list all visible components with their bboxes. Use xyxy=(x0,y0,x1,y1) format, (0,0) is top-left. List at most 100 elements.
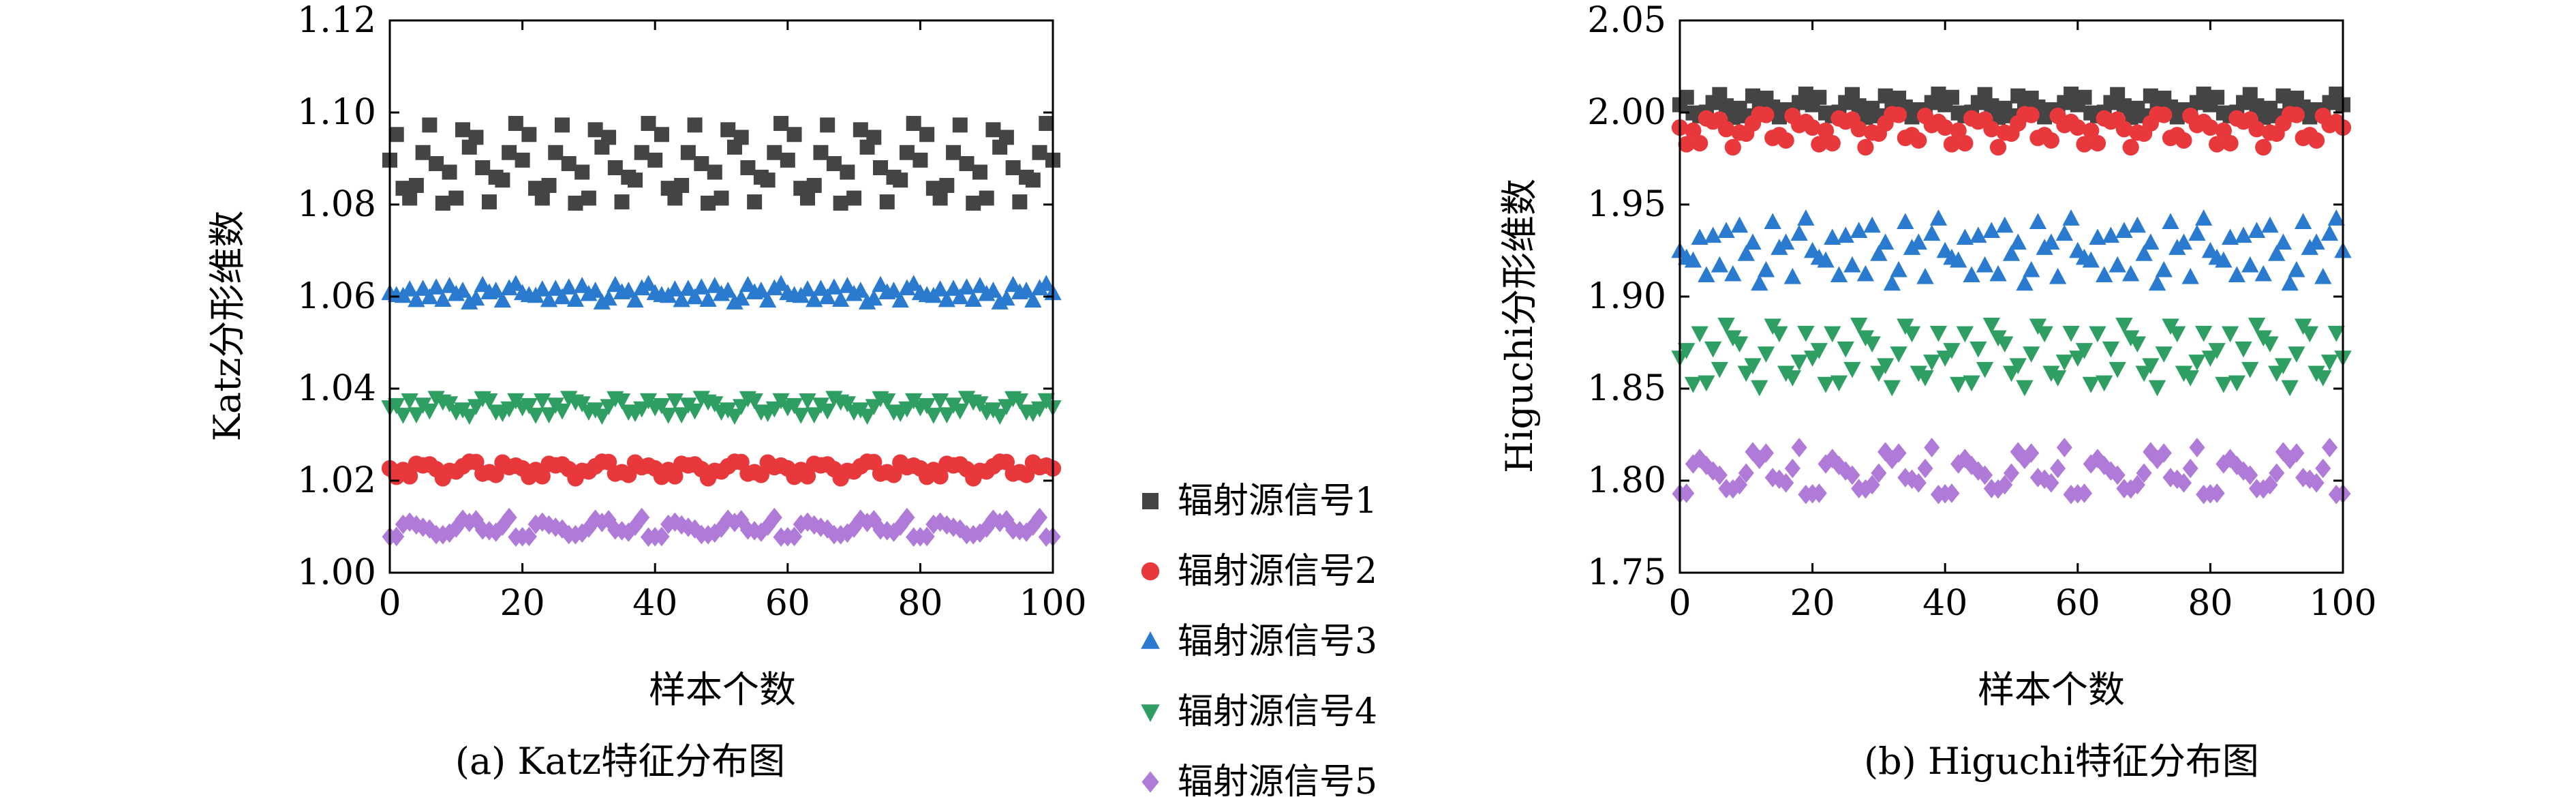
chart-a-point xyxy=(628,172,643,188)
chart-b-point xyxy=(2023,106,2040,123)
chart-a-point xyxy=(1039,116,1054,132)
chart-b-point xyxy=(2069,119,2086,136)
chart-a-point xyxy=(507,275,525,291)
legend-marker-1 xyxy=(1142,493,1159,509)
chart-a-point xyxy=(765,401,783,418)
chart-a-point xyxy=(680,145,696,160)
chart-a-point xyxy=(826,155,842,171)
chart-b-x-tick-label: 60 xyxy=(2055,583,2100,624)
chart-b-point xyxy=(1691,134,1708,152)
chart-b-point xyxy=(2288,346,2305,363)
chart-a-point xyxy=(614,194,630,210)
chart-a-point xyxy=(1030,401,1049,418)
chart-b-point xyxy=(2029,213,2047,230)
chart-b-point xyxy=(1698,455,1715,476)
chart-a-point xyxy=(422,117,438,133)
chart-a-point xyxy=(673,407,690,424)
chart-a-point xyxy=(758,291,777,308)
chart-b-point xyxy=(1817,122,1835,139)
chart-b-point xyxy=(1843,256,1861,273)
chart-a-point xyxy=(1025,172,1041,188)
chart-b-point xyxy=(1996,216,2014,233)
chart-b-point xyxy=(2029,468,2046,487)
chart-b-point xyxy=(1790,355,1808,371)
chart-a-point xyxy=(898,401,916,418)
chart-a-y-tick-label: 1.08 xyxy=(297,184,376,225)
chart-b-point xyxy=(1982,222,2000,239)
chart-a-point xyxy=(932,468,949,485)
chart-a-point xyxy=(448,190,464,206)
chart-b-point xyxy=(1837,226,1854,243)
chart-a-point xyxy=(765,279,783,296)
chart-a-point xyxy=(673,290,690,307)
chart-a-point xyxy=(521,526,537,547)
chart-b-point xyxy=(2062,325,2080,342)
chart-b-point xyxy=(2155,260,2173,277)
chart-a-point xyxy=(905,275,923,291)
chart-a-point xyxy=(534,280,551,297)
chart-a-point xyxy=(620,466,637,483)
chart-b-y-tick-label: 1.80 xyxy=(1587,460,1666,501)
chart-a-point xyxy=(891,291,909,308)
chart-b-point xyxy=(2115,121,2133,138)
chart-a-point xyxy=(799,468,816,485)
chart-b-point xyxy=(2156,443,2172,463)
chart-b-point xyxy=(2102,226,2120,243)
chart-a-point xyxy=(435,195,450,211)
chart-a-point xyxy=(639,275,658,291)
chart-b-point xyxy=(2327,325,2345,342)
chart-b-point xyxy=(1929,209,1948,226)
chart-a-point xyxy=(500,401,518,418)
chart-a-point xyxy=(494,516,510,537)
chart-a-point xyxy=(515,152,530,168)
chart-a-point xyxy=(852,282,870,298)
chart-b-point xyxy=(1719,98,1734,114)
chart-a-point xyxy=(820,117,835,133)
chart-a-y-tick-label: 1.02 xyxy=(297,460,376,501)
chart-b-x-tick-label: 40 xyxy=(1922,583,1967,624)
chart-a-point xyxy=(1012,194,1028,210)
chart-b-point xyxy=(1976,361,1994,378)
chart-b-point xyxy=(1830,375,1848,392)
chart-b-point xyxy=(1950,122,1967,139)
chart-b-point xyxy=(1956,228,1974,245)
chart-b-point xyxy=(1910,472,1927,493)
chart-b-x-tick-label: 100 xyxy=(2309,583,2376,624)
chart-b-point xyxy=(2255,479,2271,499)
chart-a-point xyxy=(752,282,770,298)
chart-b-point xyxy=(2089,228,2106,245)
chart-b-point xyxy=(2129,475,2145,495)
chart-b-point xyxy=(1811,136,1828,153)
chart-a-point xyxy=(998,130,1014,145)
chart-b-point xyxy=(2148,274,2166,291)
chart-a-point xyxy=(679,280,697,296)
chart-a-point xyxy=(853,509,869,529)
chart-b-point xyxy=(2055,355,2073,371)
chart-a-point xyxy=(607,160,623,175)
chart-a-point xyxy=(467,289,485,306)
chart-b-point xyxy=(1983,121,2000,138)
chart-b-point xyxy=(2242,465,2258,485)
chart-a-point xyxy=(420,288,439,305)
chart-b-point xyxy=(2301,326,2318,343)
chart-a-point xyxy=(885,522,902,542)
chart-a-point xyxy=(601,130,617,145)
chart-a-y-tick-label: 1.06 xyxy=(297,276,376,317)
chart-a-point xyxy=(666,393,684,410)
chart-b-point xyxy=(1982,317,2000,334)
chart-a-point xyxy=(593,408,611,425)
chart-a-point xyxy=(919,127,935,142)
chart-a-point xyxy=(1005,160,1021,175)
chart-a-point xyxy=(720,122,736,138)
chart-a-point xyxy=(812,280,830,296)
chart-a-point xyxy=(799,512,816,532)
chart-a-series-5 xyxy=(382,507,1061,547)
chart-b-x-tick-label: 80 xyxy=(2188,583,2233,624)
chart-a-point xyxy=(893,172,908,188)
chart-a-point xyxy=(666,512,683,532)
chart-a-point xyxy=(760,172,776,188)
chart-b-point xyxy=(1717,317,1735,334)
chart-b-xlabel: 样本个数 xyxy=(1978,668,2125,711)
chart-a-point xyxy=(501,507,517,528)
chart-a-point xyxy=(561,155,577,171)
